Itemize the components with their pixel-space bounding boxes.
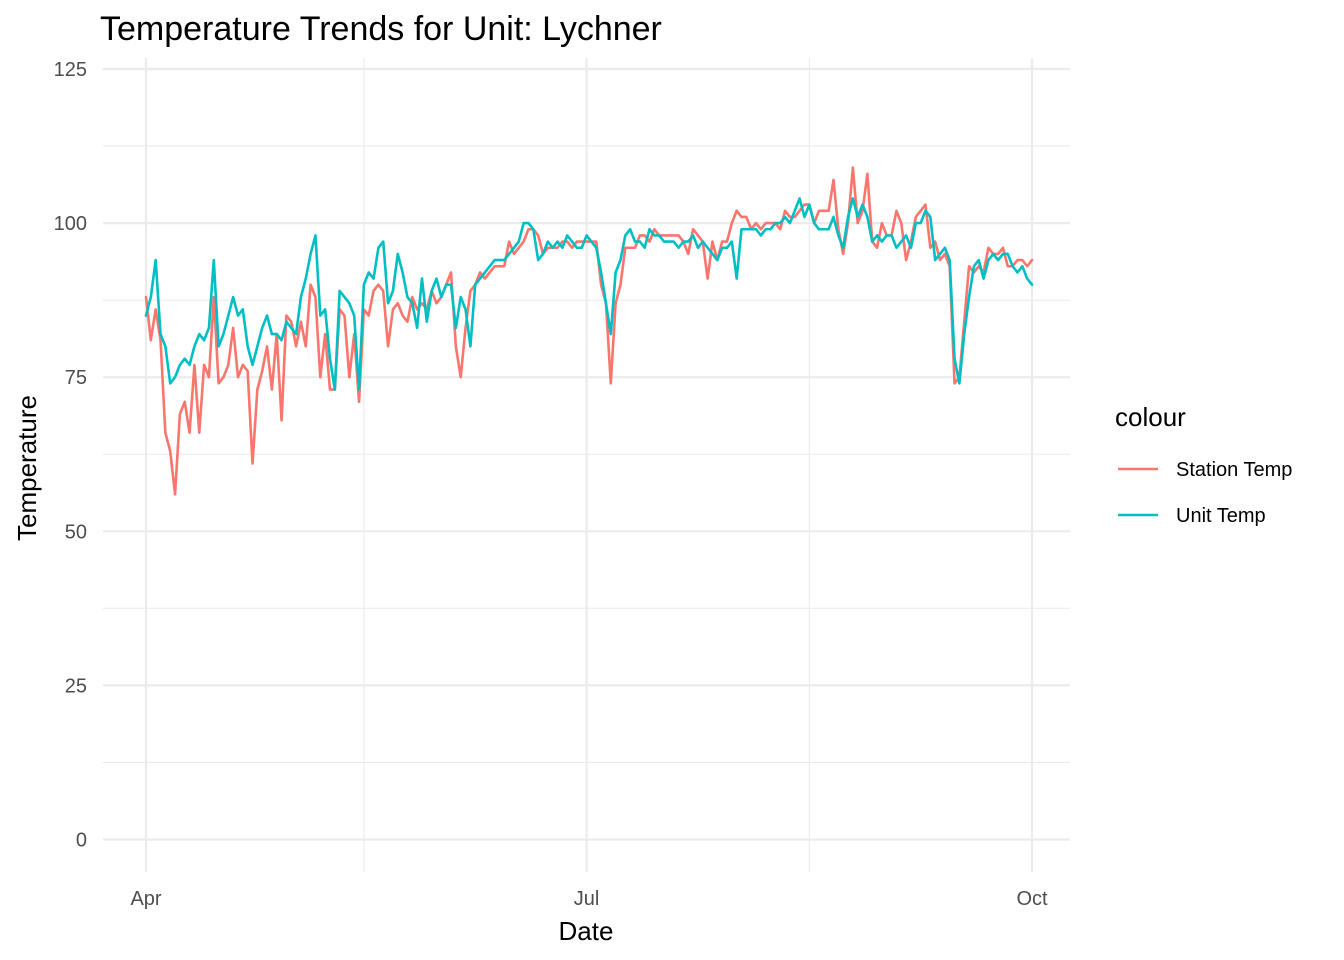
y-tick-label: 75 [65, 367, 87, 389]
series-line-station-temp [144, 166, 1034, 496]
x-tick-label: Apr [130, 888, 161, 910]
y-tick-label: 25 [65, 675, 87, 697]
legend: colour Station Temp Unit Temp [1115, 402, 1292, 527]
gridlines [103, 58, 1070, 872]
x-tick-label: Jul [574, 888, 600, 910]
x-axis-title: Date [559, 916, 614, 946]
y-tick-label: 50 [65, 521, 87, 543]
chart-title: Temperature Trends for Unit: Lychner [100, 10, 662, 48]
y-axis-title: Temperature [12, 395, 42, 541]
series-line-unit-temp [144, 197, 1034, 391]
legend-title: colour [1115, 402, 1186, 432]
y-tick-label: 0 [76, 830, 87, 852]
legend-label-unit-temp: Unit Temp [1176, 505, 1266, 527]
y-tick-label: 100 [54, 213, 87, 235]
series-lines [144, 166, 1034, 496]
y-tick-labels: 0 25 50 75 100 125 [54, 59, 87, 852]
y-tick-label: 125 [54, 59, 87, 81]
x-tick-label: Oct [1016, 888, 1048, 910]
legend-label-station-temp: Station Temp [1176, 459, 1292, 481]
x-tick-labels: Apr Jul Oct [130, 888, 1048, 910]
